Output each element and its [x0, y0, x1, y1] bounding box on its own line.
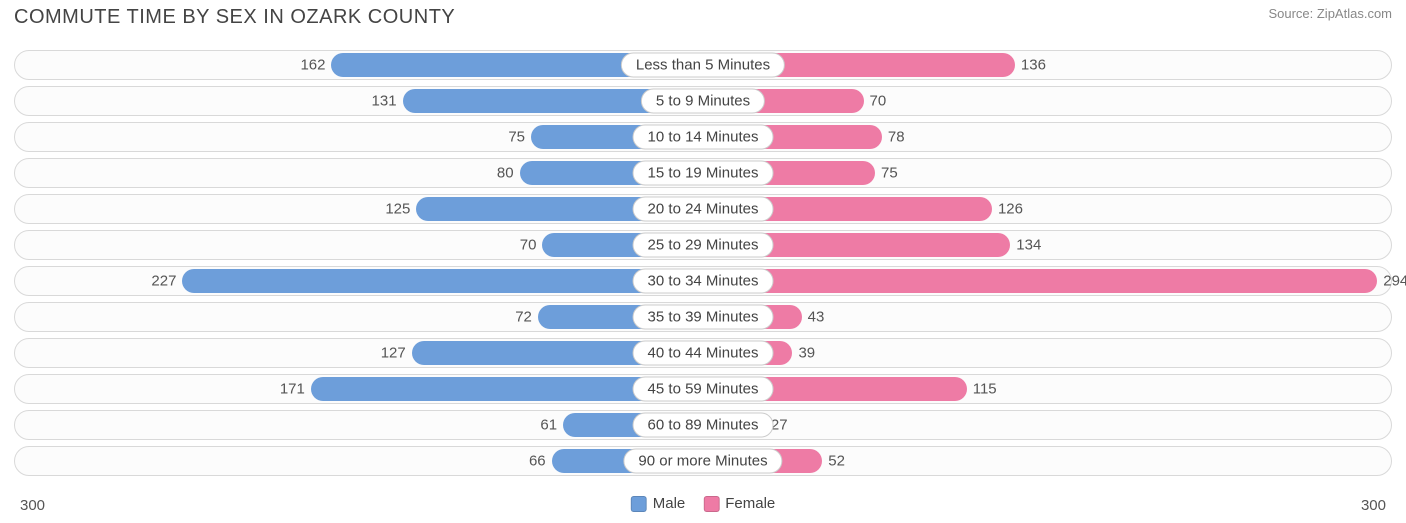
- axis-max-left: 300: [20, 497, 45, 514]
- female-value: 294: [1383, 273, 1406, 290]
- legend: Male Female: [631, 495, 776, 512]
- chart-row: 127 39 40 to 44 Minutes: [14, 338, 1392, 368]
- legend-swatch: [631, 496, 647, 512]
- male-value: 127: [381, 345, 406, 362]
- female-value: 134: [1016, 237, 1041, 254]
- category-label: 40 to 44 Minutes: [633, 341, 774, 366]
- chart-row: 171 115 45 to 59 Minutes: [14, 374, 1392, 404]
- legend-label: Female: [725, 495, 775, 512]
- female-bar: [703, 269, 1377, 293]
- female-value: 136: [1021, 57, 1046, 74]
- male-value: 70: [520, 237, 537, 254]
- chart-row: 162 136 Less than 5 Minutes: [14, 50, 1392, 80]
- legend-item: Female: [703, 495, 775, 512]
- male-value: 125: [385, 201, 410, 218]
- female-value: 39: [798, 345, 815, 362]
- category-label: 20 to 24 Minutes: [633, 197, 774, 222]
- chart-row: 22729430 to 34 Minutes: [14, 266, 1392, 296]
- category-label: 90 or more Minutes: [623, 449, 782, 474]
- chart-title: COMMUTE TIME BY SEX IN OZARK COUNTY: [14, 6, 455, 29]
- male-value: 171: [280, 381, 305, 398]
- chart-row: 131 70 5 to 9 Minutes: [14, 86, 1392, 116]
- female-value: 126: [998, 201, 1023, 218]
- category-label: 5 to 9 Minutes: [641, 89, 765, 114]
- category-label: 25 to 29 Minutes: [633, 233, 774, 258]
- axis-max-right: 300: [1361, 497, 1386, 514]
- female-value: 52: [828, 453, 845, 470]
- chart-row: 75 78 10 to 14 Minutes: [14, 122, 1392, 152]
- male-value: 131: [372, 93, 397, 110]
- male-value: 75: [508, 129, 525, 146]
- female-value: 115: [973, 381, 997, 398]
- male-value: 72: [515, 309, 532, 326]
- chart-row: 66 52 90 or more Minutes: [14, 446, 1392, 476]
- chart-row: 80 75 15 to 19 Minutes: [14, 158, 1392, 188]
- male-value: 162: [300, 57, 325, 74]
- male-value: 227: [151, 273, 176, 290]
- chart-row: 70 134 25 to 29 Minutes: [14, 230, 1392, 260]
- female-value: 78: [888, 129, 905, 146]
- category-label: 35 to 39 Minutes: [633, 305, 774, 330]
- legend-label: Male: [653, 495, 686, 512]
- category-label: 30 to 34 Minutes: [633, 269, 774, 294]
- category-label: Less than 5 Minutes: [621, 53, 785, 78]
- legend-swatch: [703, 496, 719, 512]
- male-value: 80: [497, 165, 514, 182]
- chart-row: 125 126 20 to 24 Minutes: [14, 194, 1392, 224]
- legend-item: Male: [631, 495, 686, 512]
- chart-header: COMMUTE TIME BY SEX IN OZARK COUNTY Sour…: [0, 0, 1406, 33]
- chart-footer: 300 300 Male Female: [14, 495, 1392, 519]
- chart-source: Source: ZipAtlas.com: [1268, 6, 1392, 21]
- female-value: 75: [881, 165, 898, 182]
- category-label: 15 to 19 Minutes: [633, 161, 774, 186]
- category-label: 10 to 14 Minutes: [633, 125, 774, 150]
- female-value: 70: [870, 93, 887, 110]
- chart-row: 612760 to 89 Minutes: [14, 410, 1392, 440]
- female-value: 43: [808, 309, 825, 326]
- male-value: 66: [529, 453, 546, 470]
- male-value: 61: [540, 417, 557, 434]
- chart-row: 72 43 35 to 39 Minutes: [14, 302, 1392, 332]
- category-label: 60 to 89 Minutes: [633, 413, 774, 438]
- male-bar: [182, 269, 703, 293]
- chart-area: 162 136 Less than 5 Minutes 131 70 5 to 9 Min…: [14, 50, 1392, 491]
- category-label: 45 to 59 Minutes: [633, 377, 774, 402]
